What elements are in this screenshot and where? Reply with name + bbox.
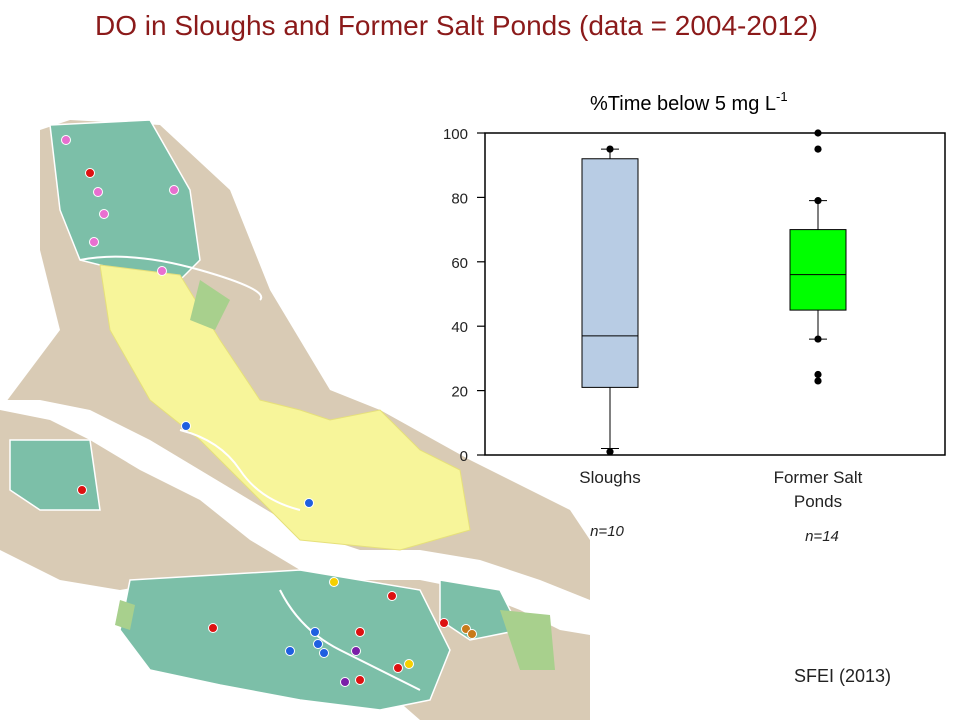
outlier-point (606, 145, 614, 153)
outlier-point (606, 448, 614, 456)
y-tick-label: 0 (460, 448, 468, 465)
box-group-former-salt-ponds (789, 129, 847, 385)
sample-size-label: n=10 (590, 523, 624, 540)
map-marsh (115, 280, 555, 670)
site-marker-purple (351, 646, 361, 656)
box-iqr (581, 158, 639, 388)
site-marker-pink (93, 187, 103, 197)
map-sloughs (79, 255, 421, 691)
y-tick-label: 80 (451, 190, 468, 207)
site-marker-red (439, 618, 449, 628)
site-marker-pink (169, 185, 179, 195)
site-marker-blue (310, 627, 320, 637)
outlier-point (814, 197, 822, 205)
site-marker-yellow (329, 577, 339, 587)
site-markers (61, 135, 477, 687)
box-group-sloughs (581, 145, 639, 456)
site-marker-red (85, 168, 95, 178)
outlier-point (814, 129, 822, 137)
plot-frame (484, 132, 946, 456)
y-axis-ticks: 0 20 40 60 80 100 (443, 126, 485, 465)
box-iqr (789, 229, 847, 311)
x-axis-labels: Sloughs n=10 Former Salt Ponds n=14 (579, 468, 862, 545)
source-citation: SFEI (2013) (794, 666, 892, 686)
chart-title-text: %Time below 5 mg L (590, 93, 776, 115)
chart-title-superscript: -1 (776, 89, 788, 104)
outlier-point (814, 377, 822, 385)
site-marker-purple (340, 677, 350, 687)
site-marker-red (355, 675, 365, 685)
site-marker-pink (61, 135, 71, 145)
site-marker-pink (99, 209, 109, 219)
site-marker-blue (285, 646, 295, 656)
outlier-point (814, 335, 822, 343)
site-marker-blue (181, 421, 191, 431)
site-marker-blue (313, 639, 323, 649)
site-marker-yellow (404, 659, 414, 669)
site-marker-pink (157, 266, 167, 276)
site-map (0, 119, 590, 720)
x-category-label: Former Salt (774, 468, 863, 487)
site-marker-red (393, 663, 403, 673)
site-marker-red (208, 623, 218, 633)
chart-title: %Time below 5 mg L-1 (590, 89, 788, 115)
x-category-label: Ponds (794, 492, 842, 511)
site-marker-red (355, 627, 365, 637)
map-wetlands (9, 119, 522, 711)
outlier-point (814, 145, 822, 153)
map-water (0, 400, 590, 635)
box-plot: %Time below 5 mg L-1 0 20 40 60 80 100 Slough… (443, 89, 946, 545)
site-marker-blue (319, 648, 329, 658)
outlier-point (814, 370, 822, 379)
site-marker-blue (304, 498, 314, 508)
y-tick-label: 40 (451, 319, 468, 336)
site-marker-red (77, 485, 87, 495)
y-tick-label: 20 (451, 384, 468, 401)
site-marker-orange (467, 629, 477, 639)
site-marker-pink (89, 237, 99, 247)
y-tick-label: 60 (451, 255, 468, 272)
x-category-label: Sloughs (579, 468, 640, 487)
slide-title: DO in Sloughs and Former Salt Ponds (dat… (95, 10, 818, 41)
site-marker-red (387, 591, 397, 601)
box-series (581, 129, 847, 456)
y-tick-label: 100 (443, 126, 468, 143)
sample-size-label: n=14 (805, 528, 839, 545)
